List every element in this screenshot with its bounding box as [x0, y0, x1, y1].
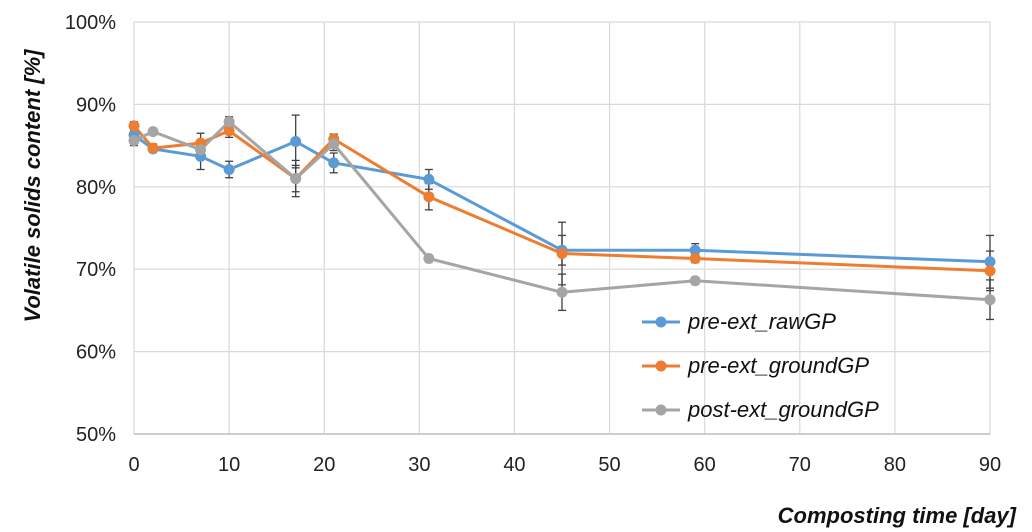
series-points: [128, 116, 996, 306]
legend-label: pre-ext_rawGP: [687, 309, 836, 334]
y-tick-label: 70%: [76, 259, 116, 281]
x-tick-label: 50: [598, 454, 620, 476]
data-point: [195, 144, 207, 156]
series-line: [133, 120, 991, 302]
data-point: [556, 286, 568, 298]
y-tick-label: 60%: [76, 342, 116, 364]
y-tick-label: 80%: [76, 177, 116, 199]
y-tick-label: 100%: [65, 12, 116, 34]
legend-label: post-ext_groundGP: [687, 397, 879, 422]
legend: pre-ext_rawGP pre-ext_groundGP post-ext_gr…: [642, 309, 879, 422]
data-point: [223, 125, 235, 137]
x-tick-label: 40: [503, 454, 525, 476]
data-point: [290, 135, 302, 147]
x-axis-title: Composting time [day]: [778, 503, 1017, 528]
grid-lines: [133, 21, 991, 435]
x-tick-label: 70: [789, 454, 811, 476]
series-line: [133, 133, 991, 264]
legend-swatch-marker: [655, 360, 667, 372]
data-point: [423, 252, 435, 264]
data-point: [984, 294, 996, 306]
x-tick-label: 80: [884, 454, 906, 476]
x-tick-label: 20: [313, 454, 335, 476]
data-point: [328, 138, 340, 150]
data-point: [147, 126, 159, 138]
data-point: [689, 252, 701, 264]
data-point: [328, 157, 340, 169]
data-point: [128, 135, 140, 147]
y-axis-ticks: 50% 60% 70% 80% 90% 100%: [65, 12, 116, 446]
x-axis-ticks: 0 10 20 30 40 50 60 70 80 90: [128, 454, 1001, 476]
x-tick-label: 90: [979, 454, 1001, 476]
legend-label: pre-ext_groundGP: [687, 353, 869, 378]
data-point: [423, 191, 435, 203]
data-point: [689, 244, 701, 256]
x-tick-label: 30: [408, 454, 430, 476]
data-point: [984, 265, 996, 277]
data-point: [689, 275, 701, 287]
y-tick-label: 50%: [76, 424, 116, 446]
data-point: [147, 142, 159, 154]
data-point: [556, 248, 568, 260]
legend-swatch-marker: [655, 404, 667, 416]
data-point: [984, 256, 996, 268]
y-axis-title: Volatile solids content [%]: [20, 49, 45, 323]
data-point: [128, 120, 140, 132]
series-lines: [132, 120, 991, 302]
series-line: [132, 124, 991, 273]
x-tick-label: 60: [694, 454, 716, 476]
data-point: [290, 173, 302, 185]
data-point: [223, 116, 235, 128]
x-tick-label: 10: [218, 454, 240, 476]
y-tick-label: 90%: [76, 94, 116, 116]
data-point: [223, 163, 235, 175]
legend-swatch-marker: [655, 316, 667, 328]
data-point: [423, 173, 435, 185]
x-tick-label: 0: [128, 454, 139, 476]
